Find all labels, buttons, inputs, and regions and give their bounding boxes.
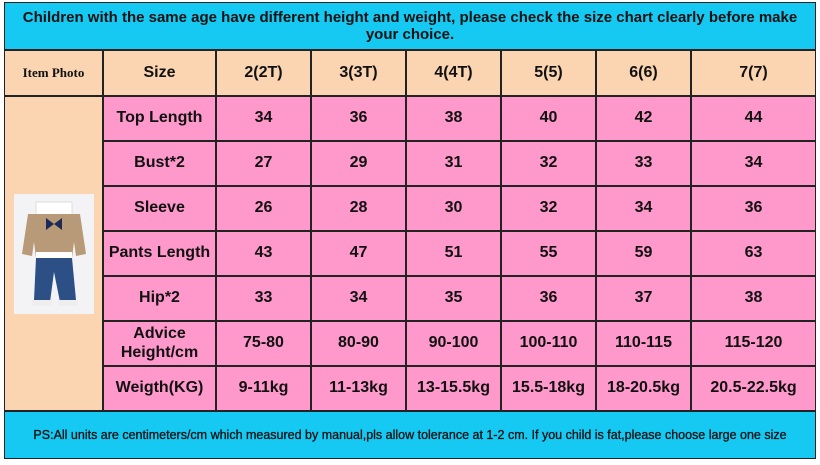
product-photo	[13, 193, 94, 314]
row-label: Sleeve	[103, 186, 216, 231]
measurement-cell: 9-11kg	[216, 366, 311, 411]
measurement-cell: 44	[691, 96, 816, 141]
measurement-cell: 47	[311, 231, 406, 276]
measurement-cell: 34	[691, 141, 816, 186]
measurement-cell: 28	[311, 186, 406, 231]
measurement-cell: 27	[216, 141, 311, 186]
photo-header: Item Photo	[4, 50, 103, 96]
size-column-header: 7(7)	[691, 50, 816, 96]
notice-banner: Children with the same age have differen…	[4, 2, 816, 50]
footer-note: PS:All units are centimeters/cm which me…	[4, 411, 816, 459]
measurement-cell: 40	[501, 96, 596, 141]
measurement-cell: 33	[596, 141, 691, 186]
measurement-cell: 34	[311, 276, 406, 321]
row-label: Advice Height/cm	[103, 321, 216, 366]
size-column-header: 4(4T)	[406, 50, 501, 96]
measurement-cell: 59	[596, 231, 691, 276]
measurement-cell: 31	[406, 141, 501, 186]
measurement-cell: 34	[216, 96, 311, 141]
measurement-cell: 32	[501, 141, 596, 186]
shirt-hem	[35, 251, 72, 258]
measurement-cell: 110-115	[596, 321, 691, 366]
row-label: Pants Length	[103, 231, 216, 276]
measurement-cell: 38	[691, 276, 816, 321]
shirt-collar	[35, 201, 72, 216]
measurement-cell: 100-110	[501, 321, 596, 366]
measurement-cell: 15.5-18kg	[501, 366, 596, 411]
photo-cell	[4, 96, 103, 411]
bow-tie	[45, 217, 62, 230]
measurement-cell: 32	[501, 186, 596, 231]
measurement-cell: 36	[501, 276, 596, 321]
measurement-cell: 43	[216, 231, 311, 276]
measurement-cell: 30	[406, 186, 501, 231]
measurement-cell: 37	[596, 276, 691, 321]
row-label: Bust*2	[103, 141, 216, 186]
jeans	[33, 257, 76, 302]
size-column-header: 6(6)	[596, 50, 691, 96]
shoe-left	[31, 299, 52, 306]
measurement-cell: 11-13kg	[311, 366, 406, 411]
size-column-header: 2(2T)	[216, 50, 311, 96]
measurement-cell: 20.5-22.5kg	[691, 366, 816, 411]
measurement-cell: 38	[406, 96, 501, 141]
measurement-cell: 26	[216, 186, 311, 231]
measurement-cell: 33	[216, 276, 311, 321]
measurement-cell: 36	[311, 96, 406, 141]
measurement-cell: 36	[691, 186, 816, 231]
measurement-cell: 18-20.5kg	[596, 366, 691, 411]
sweater	[21, 213, 86, 258]
measurement-cell: 75-80	[216, 321, 311, 366]
size-column-header: 3(3T)	[311, 50, 406, 96]
row-label: Hip*2	[103, 276, 216, 321]
row-label: Weigth(KG)	[103, 366, 216, 411]
measurement-cell: 42	[596, 96, 691, 141]
measurement-cell: 51	[406, 231, 501, 276]
shoe-right	[57, 299, 78, 306]
size-header: Size	[103, 50, 216, 96]
measurement-cell: 34	[596, 186, 691, 231]
measurement-cell: 35	[406, 276, 501, 321]
measurement-cell: 55	[501, 231, 596, 276]
size-column-header: 5(5)	[501, 50, 596, 96]
row-label: Top Length	[103, 96, 216, 141]
measurement-cell: 115-120	[691, 321, 816, 366]
measurement-cell: 29	[311, 141, 406, 186]
measurement-cell: 13-15.5kg	[406, 366, 501, 411]
measurement-cell: 80-90	[311, 321, 406, 366]
measurement-cell: 63	[691, 231, 816, 276]
measurement-cell: 90-100	[406, 321, 501, 366]
